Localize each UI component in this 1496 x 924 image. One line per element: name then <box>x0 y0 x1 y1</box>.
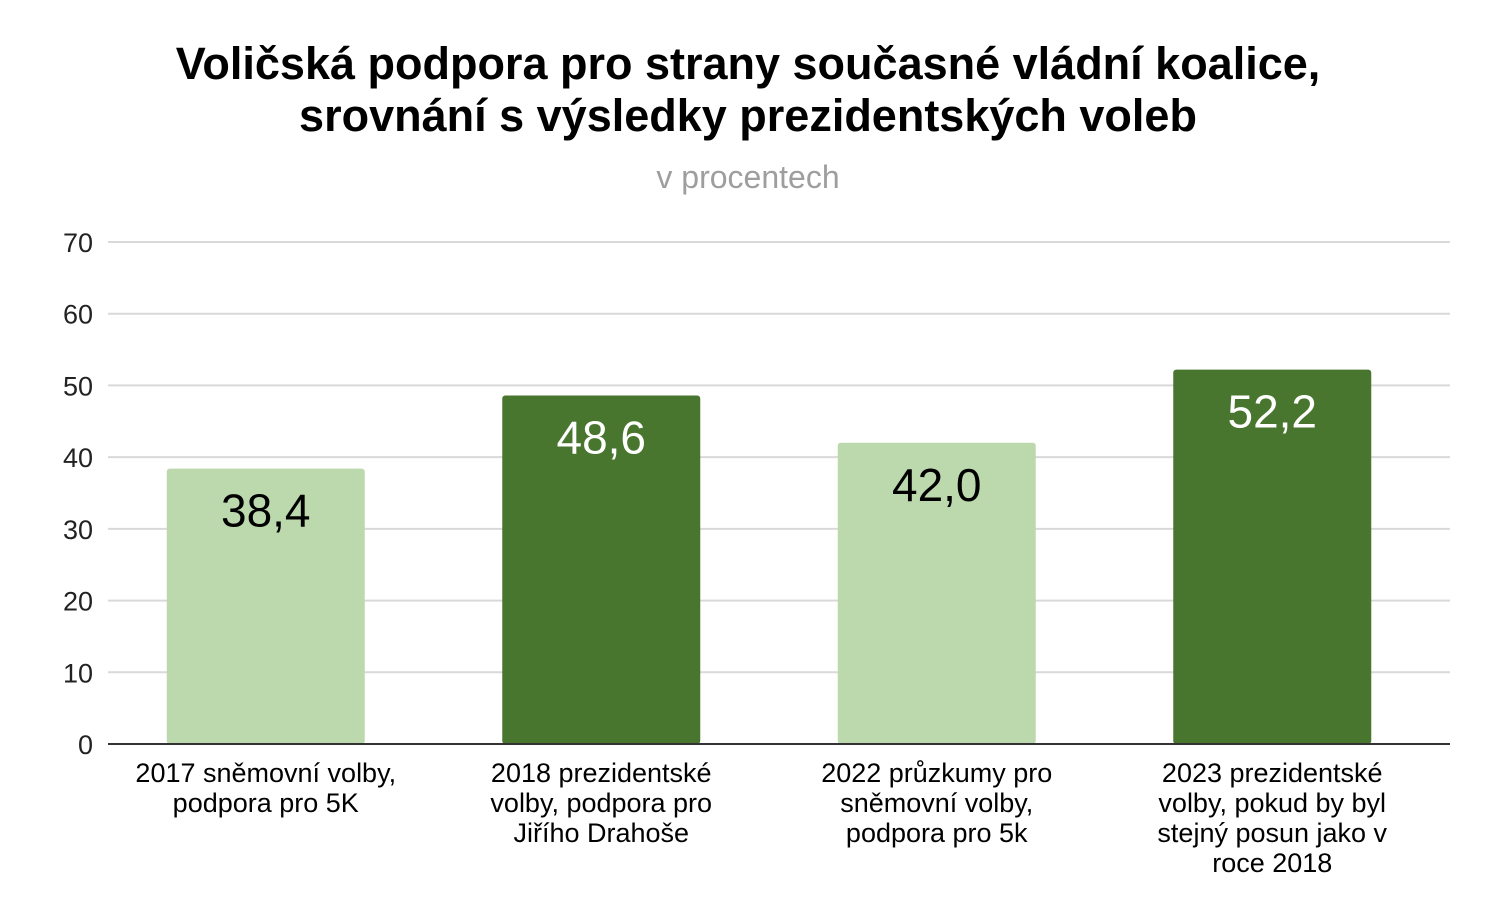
bar <box>166 468 365 744</box>
x-category-label: 2017 sněmovní volby, podpora pro 5K <box>96 758 436 818</box>
y-tick-label: 70 <box>63 228 93 258</box>
x-category-line: Jiřího Drahoše <box>513 818 690 848</box>
bar <box>1173 369 1372 744</box>
x-category-line: podpora pro 5k <box>845 818 1028 848</box>
data-label: 48,6 <box>556 411 646 463</box>
chart-title-line-1: Voličská podpora pro strany současné vlá… <box>175 38 1321 89</box>
x-category-line: volby, podpora pro <box>490 788 713 818</box>
chart-title: Voličská podpora pro strany současné vlá… <box>0 38 1496 142</box>
bar <box>837 442 1036 744</box>
y-tick-label: 10 <box>63 658 93 688</box>
y-tick-label: 60 <box>63 300 93 330</box>
data-label: 38,4 <box>221 485 311 537</box>
y-tick-label: 30 <box>63 515 93 545</box>
x-category-label: 2023 prezidentské volby, pokud by byl stej… <box>1102 758 1442 878</box>
x-category-line: 2023 prezidentské <box>1161 758 1383 788</box>
data-label: 52,2 <box>1227 386 1317 438</box>
x-category-line: stejný posun jako v <box>1157 818 1388 848</box>
y-tick-label: 20 <box>63 587 93 617</box>
chart-title-line-2: srovnání s výsledky prezidentských voleb <box>299 90 1197 141</box>
x-category-label: 2022 průzkumy pro sněmovní volby, podpora … <box>767 758 1107 848</box>
data-label: 42,0 <box>892 459 982 511</box>
x-category-line: roce 2018 <box>1212 848 1333 878</box>
x-category-line: volby, pokud by byl <box>1158 788 1387 818</box>
x-category-line: 2018 prezidentské <box>490 758 712 788</box>
y-tick-label: 50 <box>63 371 93 401</box>
y-tick-label: 0 <box>78 730 93 760</box>
y-tick-label: 40 <box>63 443 93 473</box>
x-category-line: 2017 sněmovní volby, <box>135 758 397 788</box>
x-category-label: 2018 prezidentské volby, podpora pro Jiříh… <box>431 758 771 848</box>
x-category-line: sněmovní volby, <box>840 788 1034 818</box>
x-category-line: 2022 průzkumy pro <box>821 758 1053 788</box>
chart-subtitle: v procentech <box>656 159 840 195</box>
bar <box>502 395 701 744</box>
x-category-line: podpora pro 5K <box>172 788 359 818</box>
